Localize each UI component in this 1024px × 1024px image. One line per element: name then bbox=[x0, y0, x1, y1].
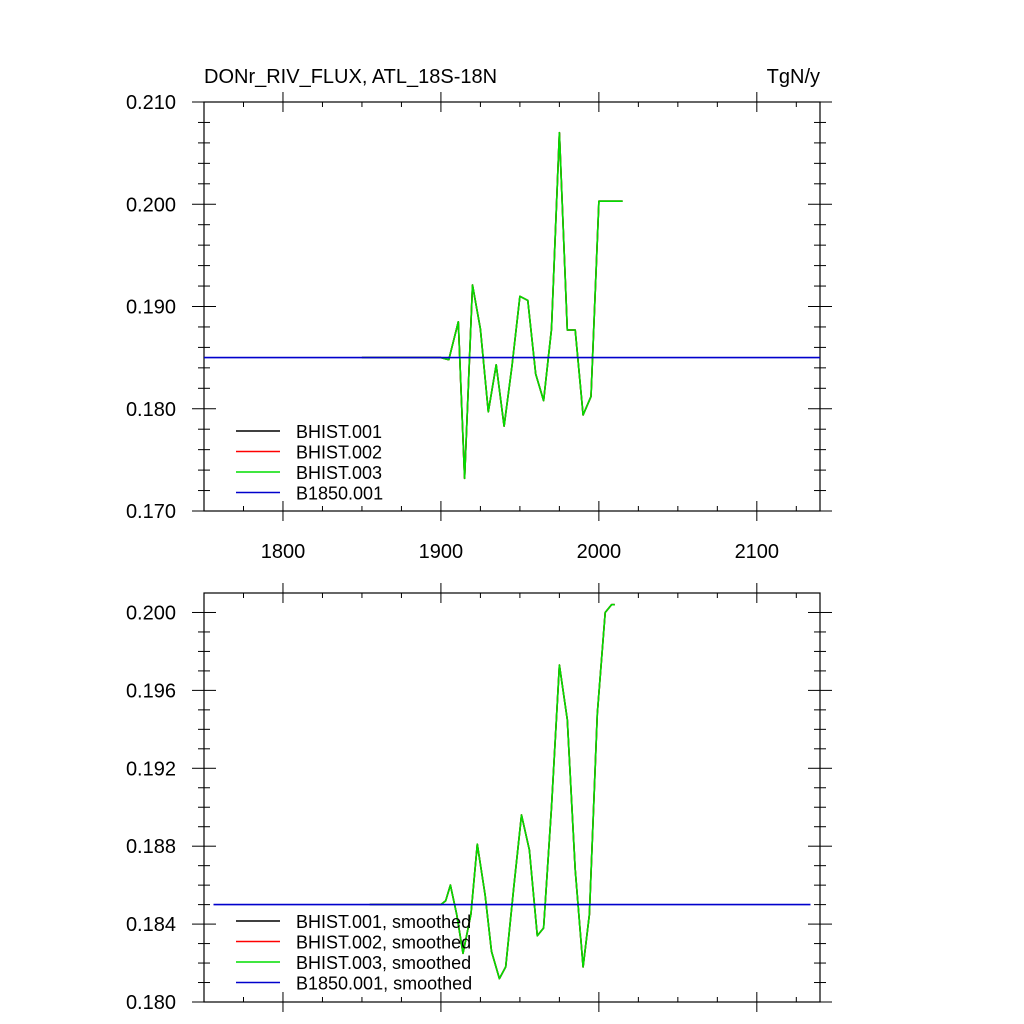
y-tick-label: 0.188 bbox=[126, 836, 176, 858]
legend-label: BHIST.002 bbox=[296, 443, 382, 463]
y-tick-label: 0.190 bbox=[126, 297, 176, 319]
top-panel: DONr_RIV_FLUX, ATL_18S-18N TgN/y 1800 190… bbox=[126, 66, 832, 563]
legend-label: BHIST.003 bbox=[296, 463, 382, 483]
y-tick-label: 0.210 bbox=[126, 92, 176, 114]
legend-label: B1850.001, smoothed bbox=[296, 974, 472, 994]
legend-label: BHIST.002, smoothed bbox=[296, 933, 471, 953]
x-tick-label: 2100 bbox=[735, 541, 780, 563]
y-tick-label: 0.170 bbox=[126, 501, 176, 523]
y-tick-label: 0.180 bbox=[126, 399, 176, 421]
x-tick-label: 1900 bbox=[419, 541, 464, 563]
x-tick-label: 2000 bbox=[577, 541, 622, 563]
legend-label: BHIST.003, smoothed bbox=[296, 953, 471, 973]
bottom-panel: 0.180 0.184 0.188 0.192 0.196 0.200 BHIST.001,… bbox=[126, 583, 832, 1014]
series-line-bhist-001 bbox=[361, 131, 623, 480]
series-line-bhist-003 bbox=[361, 131, 623, 480]
y-tick-label: 0.184 bbox=[126, 914, 176, 936]
y-tick-label: 0.200 bbox=[126, 194, 176, 216]
series-line-bhist-002 bbox=[361, 131, 623, 480]
x-tick-label: 1800 bbox=[261, 541, 306, 563]
legend-label: BHIST.001, smoothed bbox=[296, 912, 471, 932]
y-tick-label: 0.200 bbox=[126, 602, 176, 624]
legend-label: BHIST.001 bbox=[296, 422, 382, 442]
y-tick-label: 0.196 bbox=[126, 680, 176, 702]
y-tick-label: 0.180 bbox=[126, 992, 176, 1014]
series-line-bhist-003-smoothed bbox=[369, 603, 615, 980]
legend-label: B1850.001 bbox=[296, 484, 383, 504]
chart-title: DONr_RIV_FLUX, ATL_18S-18N bbox=[204, 66, 497, 88]
y-tick-label: 0.192 bbox=[126, 758, 176, 780]
plot-frame bbox=[203, 592, 821, 1003]
chart-units: TgN/y bbox=[767, 66, 820, 88]
